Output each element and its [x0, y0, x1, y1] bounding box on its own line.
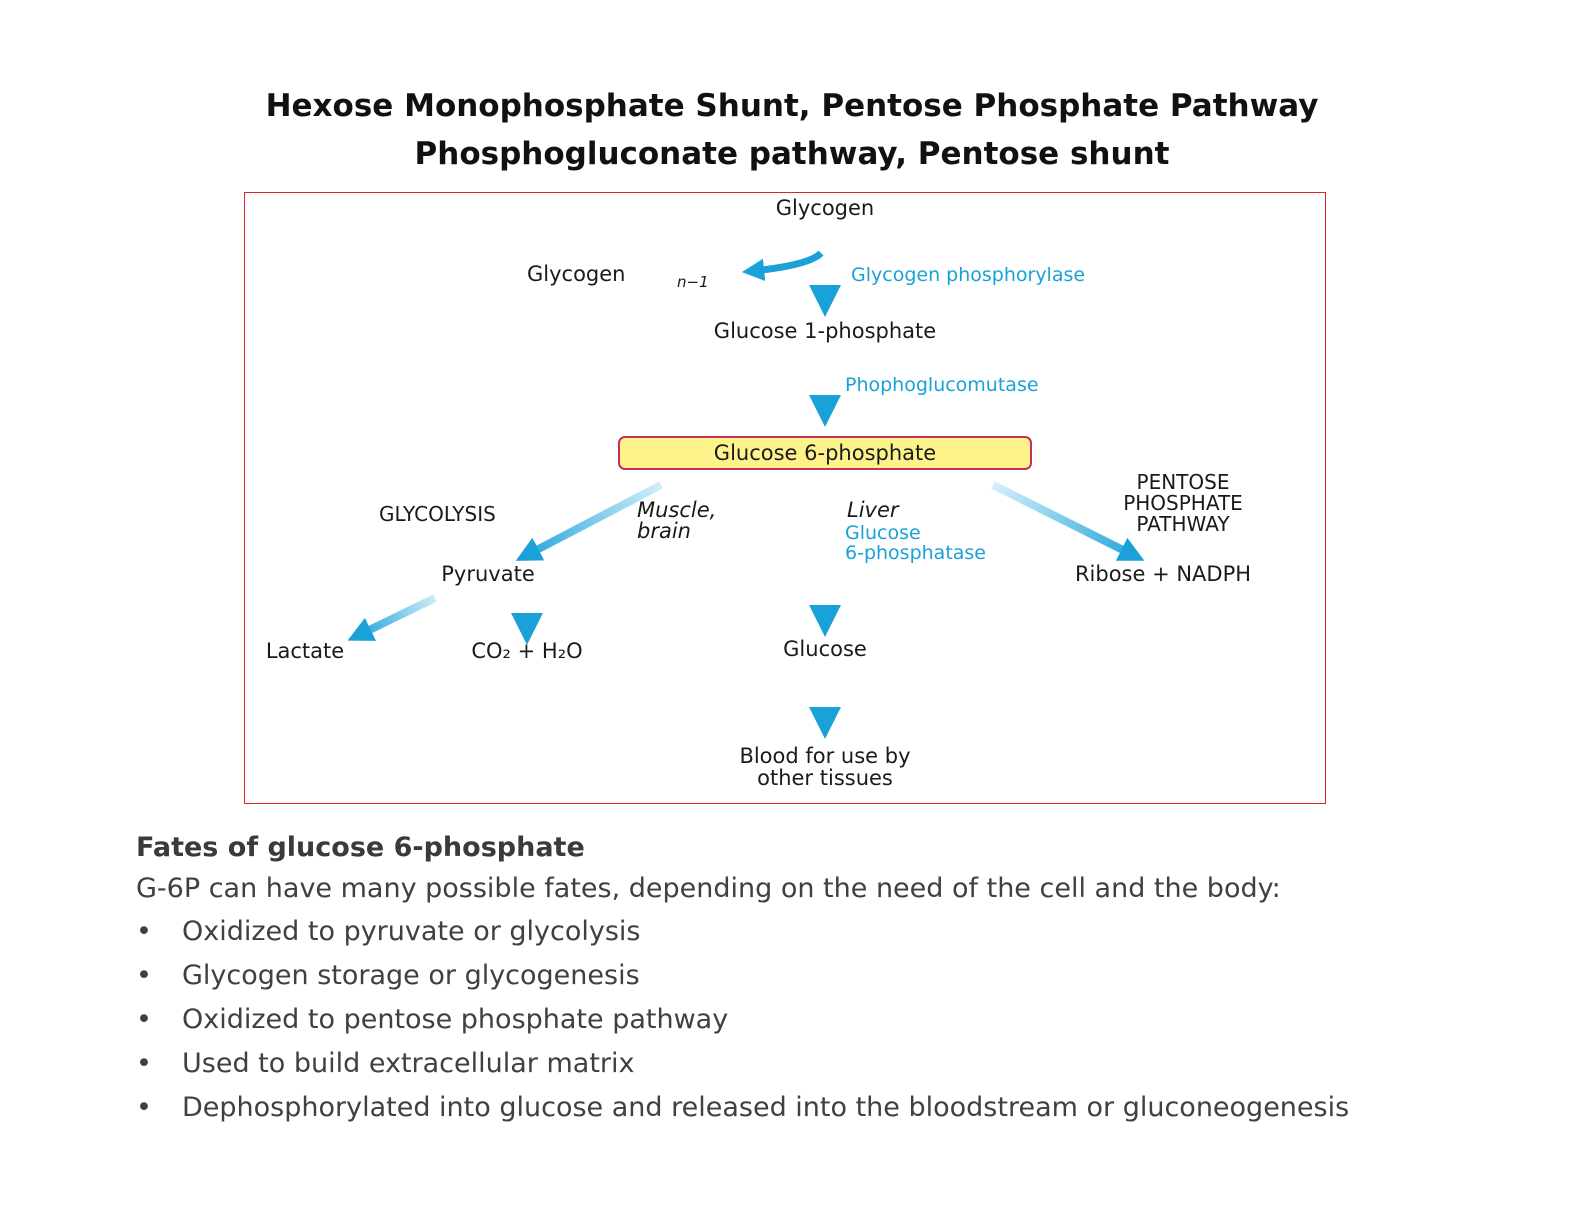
label-muscle-line-1: Muscle,: [637, 498, 716, 522]
node-glycogen-n1-subscript: n−1: [677, 273, 709, 291]
arrow-pyruvate-to-lactate: [347, 594, 437, 641]
list-item-text: Oxidized to pentose phosphate pathway: [182, 1004, 729, 1035]
label-liver: Liver: [847, 498, 900, 522]
bullet-icon: •: [136, 916, 152, 947]
list-item-text: Dephosphorylated into glucose and releas…: [182, 1092, 1350, 1123]
enzyme-phosphoglucomutase: Phophoglucomutase: [845, 374, 1039, 396]
node-glucose-6-phosphate: Glucose 6-phosphate: [714, 441, 936, 465]
title-line-2: Phosphogluconate pathway, Pentose shunt: [414, 136, 1170, 172]
list-item: • Glycogen storage or glycogenesis: [136, 956, 1556, 1000]
node-glucose: Glucose: [783, 637, 867, 661]
enzyme-g6pase-line-2: 6-phosphatase: [845, 542, 986, 564]
list-item-text: Used to build extracellular matrix: [182, 1048, 635, 1079]
list-item: • Oxidized to pentose phosphate pathway: [136, 1000, 1556, 1044]
node-blood-line-2: other tissues: [757, 766, 893, 790]
fates-list: • Oxidized to pyruvate or glycolysis • Gly…: [136, 912, 1556, 1132]
title-line-1: Hexose Monophosphate Shunt, Pentose Phos…: [265, 88, 1319, 124]
arrow-g6p-to-ribose: [991, 481, 1145, 561]
pathway-diagram: Glycogen Glycogen n−1 Glucose 1-phosphat…: [244, 192, 1326, 804]
node-lactate: Lactate: [266, 639, 344, 663]
enzyme-glycogen-phosphorylase: Glycogen phosphorylase: [851, 264, 1085, 286]
bullet-icon: •: [136, 1048, 152, 1079]
label-ppp-line-1: PENTOSE: [1137, 470, 1230, 494]
node-glucose-1-phosphate: Glucose 1-phosphate: [714, 319, 936, 343]
list-item-text: Oxidized to pyruvate or glycolysis: [182, 916, 641, 947]
node-pyruvate: Pyruvate: [441, 562, 535, 586]
enzyme-g6pase-line-1: Glucose: [845, 522, 921, 544]
list-item: • Dephosphorylated into glucose and relea…: [136, 1088, 1556, 1132]
node-co2-water: CO₂ + H₂O: [471, 639, 582, 663]
node-glycogen: Glycogen: [776, 196, 875, 220]
glucose-6-phosphate-box: [618, 436, 1032, 470]
bullet-icon: •: [136, 960, 152, 991]
fates-intro: G-6P can have many possible fates, depen…: [136, 873, 1281, 904]
fates-heading: Fates of glucose 6-phosphate: [136, 832, 585, 863]
node-ribose-nadph: Ribose + NADPH: [1075, 562, 1251, 586]
node-glycogen-n1: Glycogen: [527, 262, 626, 286]
fates-section: Fates of glucose 6-phosphate G-6P can ha…: [136, 832, 1556, 1132]
list-item: • Oxidized to pyruvate or glycolysis: [136, 912, 1556, 956]
list-item-text: Glycogen storage or glycogenesis: [182, 960, 640, 991]
arrow-glycogen-to-glycogen-n1: [741, 250, 824, 281]
label-glycolysis: GLYCOLYSIS: [379, 502, 496, 526]
arrow-g6p-to-pyruvate: [515, 481, 663, 561]
bullet-icon: •: [136, 1092, 152, 1123]
label-muscle-line-2: brain: [637, 519, 691, 543]
node-blood-line-1: Blood for use by: [739, 744, 910, 768]
list-item: • Used to build extracellular matrix: [136, 1044, 1556, 1088]
label-ppp-line-3: PATHWAY: [1136, 512, 1230, 536]
bullet-icon: •: [136, 1004, 152, 1035]
label-ppp-line-2: PHOSPHATE: [1123, 491, 1243, 515]
